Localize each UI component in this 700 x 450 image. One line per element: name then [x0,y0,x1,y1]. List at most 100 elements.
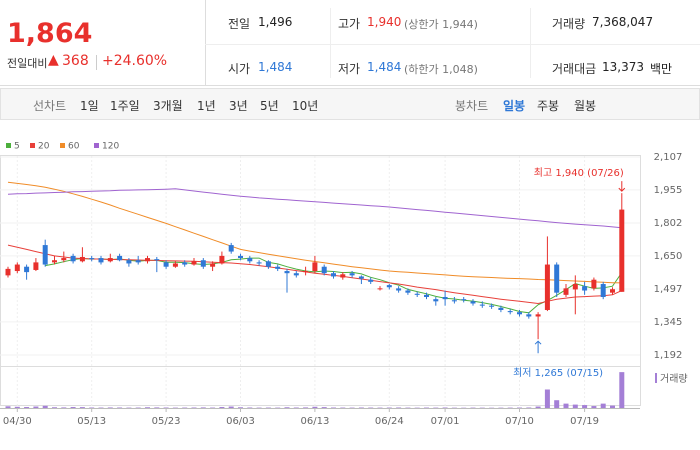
period-button[interactable]: 일봉 [503,99,526,113]
period-button[interactable]: 1년 [197,99,216,113]
col-divider [530,8,531,78]
volume-legend: 거래량 [660,373,688,385]
candle-body [42,245,48,265]
candle-body [247,258,253,262]
toolbar-label: 봉차트 [455,99,489,113]
y-tick-label: 1,955 [654,185,683,196]
candle-body [200,260,206,267]
x-tick-label: 06/13 [300,416,329,427]
volume-bar [600,403,606,408]
volume-bar [321,407,327,408]
x-tick-label: 07/10 [505,416,534,427]
toolbar [0,88,700,120]
candle-body [89,258,95,260]
stat-value: 13,373 [602,60,644,74]
y-tick-label: 1,345 [654,317,683,328]
stat-label: 전일 [228,17,251,31]
price-panel [0,0,206,85]
volume-bar [107,407,113,408]
period-button[interactable]: 10년 [292,99,319,113]
stat-label: 거래량 [552,17,586,31]
legend-swatch [94,143,99,148]
y-tick-label: 2,107 [654,152,683,163]
candle-body [377,288,383,290]
candle-body [358,276,364,279]
stat-value: 1,484 [258,60,293,74]
candle-body [70,255,76,262]
volume-bar [312,406,318,408]
candle-body [52,260,57,263]
candle-body [498,307,504,310]
period-button[interactable]: 5년 [260,99,279,113]
stat-label: 고가 [338,17,361,31]
volume-bar [544,389,550,408]
candle-body [517,312,522,315]
col-divider [330,8,331,78]
period-button[interactable]: 주봉 [537,99,560,113]
candle-body [600,284,606,298]
candle-body [461,299,467,301]
candle-body [172,263,178,267]
candle-body [145,258,150,262]
candle-body [582,286,588,291]
candle-body [572,284,578,290]
ma-line [7,188,622,229]
price: 1,864 [7,18,93,49]
candle-body [312,262,318,272]
candle-body [210,263,216,267]
candle-body [265,261,271,267]
volume-bar [154,407,160,408]
legend-swatch [30,143,35,148]
legend-label: 60 [68,142,80,152]
x-tick-label: 04/30 [3,416,32,427]
period-button[interactable]: 3년 [229,99,248,113]
legend-label: 20 [38,142,50,152]
candle-body [331,273,336,277]
period-button[interactable]: 1일 [80,99,99,113]
x-tick-label: 06/24 [375,416,404,427]
toolbar-label: 선차트 [33,99,67,113]
candle-body [275,266,281,269]
quote-panel [0,0,700,86]
y-tick-label: 1,497 [654,284,683,295]
candle-body [386,285,392,288]
volume-bar [591,406,597,408]
candle-body [126,260,132,264]
volume-bar [70,407,76,408]
volume-legend-swatch [655,373,657,383]
volume-bar [61,407,67,408]
volume-bar [24,407,30,408]
candle-body [284,271,290,274]
volume-bar [145,407,150,408]
candle-body [591,279,597,289]
stat-value: 1,484 [367,60,402,74]
period-button[interactable]: 1주일 [110,99,140,113]
stat-label: 시가 [228,62,251,76]
candle-body [191,261,197,265]
stat-note: (상한가 1,944) [404,18,478,31]
legend-swatch [60,143,65,148]
candle-body [256,262,262,264]
change-arrow: ▲ [48,52,59,68]
ma-line [45,257,623,314]
volume-bar [228,406,234,408]
candle-body [507,311,513,313]
candle-body [321,266,327,274]
divider [96,55,97,70]
legend-label: 5 [14,142,20,152]
candle-body [535,314,541,317]
period-button[interactable]: 월봉 [574,99,597,113]
candle-body [293,273,299,276]
candle-body [98,258,104,263]
volume-bar [610,405,615,408]
candle-body [563,288,569,295]
volume-bar [33,406,39,408]
candle-body [610,289,615,293]
candle-body [135,260,141,263]
candle-body [470,301,476,304]
candle-body [405,290,411,293]
period-button[interactable]: 3개월 [153,99,183,113]
candle-body [163,262,169,267]
candle-body [5,268,11,276]
candle-body [442,297,448,300]
